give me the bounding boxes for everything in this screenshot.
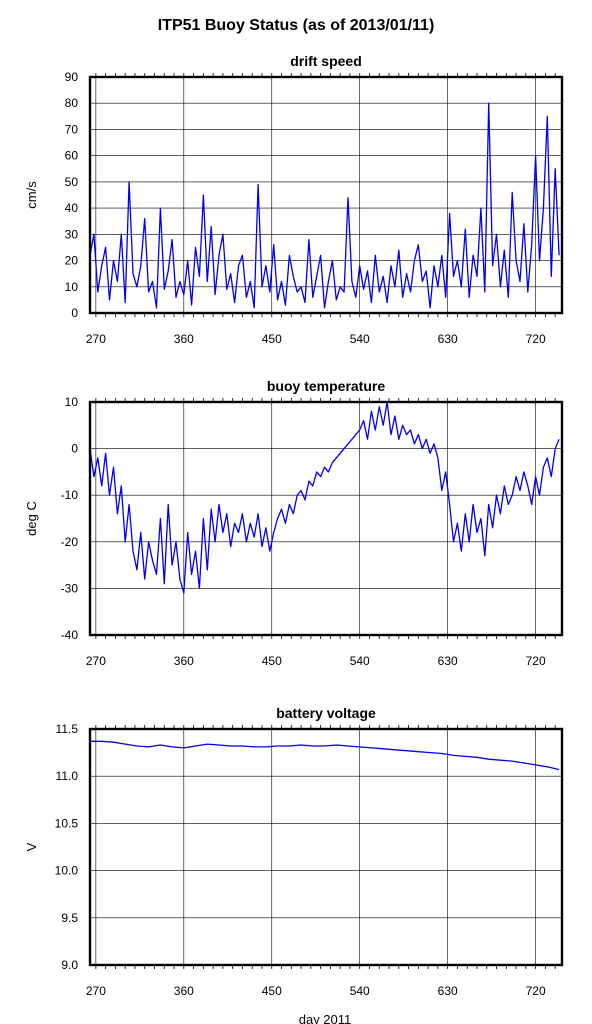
- battery-voltage-x-tick-label: 630: [438, 984, 458, 998]
- battery-voltage-x-tick-label: 360: [174, 984, 194, 998]
- x-axis-label: day 2011: [299, 1012, 352, 1024]
- battery-voltage-x-tick-label: 270: [86, 984, 106, 998]
- drift-speed-x-tick-label: 540: [350, 332, 370, 346]
- drift-speed-y-tick-label: 50: [65, 175, 79, 189]
- drift-speed-y-tick-label: 20: [65, 254, 79, 268]
- buoy-temperature-y-tick-label: -10: [61, 488, 79, 502]
- buoy-temperature-title: buoy temperature: [267, 378, 385, 394]
- drift-speed-x-tick-label: 360: [174, 332, 194, 346]
- buoy-temperature-series-line: [90, 402, 560, 594]
- buoy-temperature-plot-frame: [88, 400, 564, 637]
- buoy-temperature-x-tick-label: 630: [438, 654, 458, 668]
- battery-voltage-x-tick-label: 450: [262, 984, 282, 998]
- drift-speed-x-tick-label: 270: [86, 332, 106, 346]
- drift-speed-y-tick-label: 90: [65, 70, 79, 84]
- drift-speed-y-tick-label: 70: [65, 122, 79, 136]
- drift-speed-y-tick-label: 80: [65, 96, 79, 110]
- buoy-temperature-x-tick-label: 450: [262, 654, 282, 668]
- drift-speed-plot-frame: [88, 75, 564, 315]
- battery-voltage-x-tick-label: 720: [526, 984, 546, 998]
- drift-speed-series-line: [90, 102, 560, 309]
- drift-speed-x-tick-label: 630: [438, 332, 458, 346]
- battery-voltage-panel: battery voltage 9.0 9.5 10.0 10.5 11.0 11.5 270…: [24, 705, 564, 998]
- drift-speed-y-axis-label: cm/s: [24, 181, 39, 209]
- drift-speed-y-tick-label: 0: [71, 306, 78, 320]
- battery-voltage-y-tick-label: 11.0: [56, 769, 79, 783]
- buoy-temperature-x-tick-label: 270: [86, 654, 106, 668]
- battery-voltage-x-tick-label: 540: [350, 984, 370, 998]
- drift-speed-panel: drift speed 0 10 20 30 40 50 60 70 80 90 270 360 450 5…: [24, 53, 564, 346]
- battery-voltage-y-tick-label: 11.5: [56, 722, 79, 736]
- drift-speed-y-tick-label: 30: [65, 227, 79, 241]
- battery-voltage-y-tick-label: 9.5: [61, 911, 78, 925]
- drift-speed-y-tick-label: 40: [65, 201, 79, 215]
- buoy-temperature-y-tick-label: 0: [71, 442, 78, 456]
- drift-speed-y-tick-label: 60: [65, 149, 79, 163]
- buoy-temperature-y-tick-label: -20: [61, 535, 79, 549]
- battery-voltage-title: battery voltage: [276, 705, 376, 721]
- buoy-temperature-x-tick-label: 360: [174, 654, 194, 668]
- buoy-temperature-y-tick-label: -40: [61, 628, 79, 642]
- drift-speed-title: drift speed: [290, 53, 362, 69]
- buoy-temperature-panel: buoy temperature -40 -30 -20 -10 0 10 270 360 450…: [24, 378, 564, 668]
- buoy-temperature-y-tick-label: 10: [65, 395, 79, 409]
- buoy-temperature-x-tick-label: 540: [350, 654, 370, 668]
- drift-speed-y-tick-label: 10: [65, 280, 79, 294]
- figure-title: ITP51 Buoy Status (as of 2013/01/11): [158, 17, 435, 34]
- drift-speed-x-tick-label: 720: [526, 332, 546, 346]
- buoy-temperature-y-tick-label: -30: [61, 581, 79, 595]
- buoy-temperature-y-axis-label: deg C: [24, 501, 39, 536]
- battery-voltage-y-axis-label: V: [24, 842, 39, 851]
- buoy-temperature-x-tick-label: 720: [526, 654, 546, 668]
- battery-voltage-y-tick-label: 10.5: [55, 816, 79, 830]
- battery-voltage-series-line: [90, 740, 560, 771]
- battery-voltage-y-tick-label: 10.0: [55, 864, 79, 878]
- battery-voltage-plot-frame: [88, 727, 564, 967]
- drift-speed-x-tick-label: 450: [262, 332, 282, 346]
- battery-voltage-y-tick-label: 9.0: [61, 958, 78, 972]
